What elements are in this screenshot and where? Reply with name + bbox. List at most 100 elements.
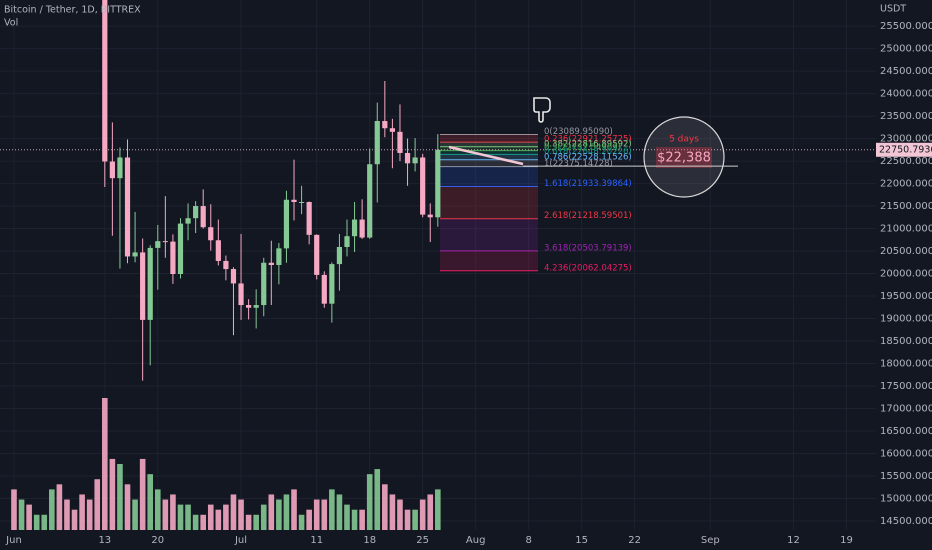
candle-body [404,152,411,164]
volume-bar [64,499,70,530]
candle-body [306,202,312,235]
candle-body [230,269,237,284]
candle-body [412,157,418,164]
last-price-badge [876,142,932,157]
volume-bar [404,509,411,530]
x-tick-label: 19 [840,535,853,546]
fib-label: 0.5(22732.54909) [544,143,621,153]
y-tick-label: 25000.00000 [880,44,932,55]
fib-zone [440,218,538,251]
y-tick-label: 19000.00000 [880,314,932,325]
candle-body [155,241,161,248]
x-tick-label: 18 [363,535,376,546]
candle-body [420,157,426,215]
y-tick-label: 16500.00000 [880,426,932,437]
volume-bar [56,484,63,530]
candle-body [132,252,138,257]
volume-bar [33,514,40,530]
volume-bar [321,499,328,530]
volume-bar [276,499,282,530]
fib-label: 0(23089.95090) [544,127,613,137]
volume-bar [230,494,237,530]
candle-body [336,247,343,265]
volume-bar [298,514,305,530]
volume-bar [412,509,418,530]
last-price-label: 22750.79363 [879,144,932,155]
x-tick-label: 12 [787,535,800,546]
y-tick-label: 20500.00000 [880,246,932,257]
x-tick-label: Jul [234,535,247,546]
candle-body [200,206,206,228]
fib-zone [440,186,538,219]
fib-zone [440,146,538,151]
volume-bar [215,509,222,530]
candle-body [382,121,388,129]
y-axis-label: USDT [880,4,906,15]
volume-bar [351,509,358,530]
volume-bar [260,504,267,530]
volume-bar [147,474,154,530]
fib-zone [440,159,538,167]
candle-body [351,219,358,237]
candle-body [344,236,350,248]
y-tick-label: 22500.00000 [880,156,932,167]
y-tick-label: 24500.00000 [880,66,932,77]
y-tick-label: 15000.00000 [880,494,932,505]
y-tick-label: 14500.00000 [880,516,932,527]
candle-body [367,164,373,238]
volume-bar [253,514,259,530]
pointing-hand-icon [533,97,551,123]
volume-bar [397,499,403,530]
candle-body [193,206,199,219]
fib-label: 0.236(22921.25725) [544,135,632,145]
prediction-value: $22,388 [657,151,711,166]
candle-body [321,274,327,304]
y-tick-label: 18000.00000 [880,359,932,370]
y-tick-label: 22000.00000 [880,179,932,190]
volume-bar [366,474,373,530]
candle-body [238,283,244,306]
volume-bar [185,504,191,530]
volume-bar [374,469,381,530]
axes: Bitcoin / Tether, 1D, BITTREX Vol USDT 1… [4,4,932,546]
prediction-circle [643,116,725,198]
volume-bar [313,499,320,530]
volume-bar [389,494,396,530]
candle-body [435,149,441,218]
volume-bar [124,484,131,530]
volume-pane [11,398,441,530]
y-tick-label: 19500.00000 [880,291,932,302]
candle-body [177,223,184,274]
candle-body [185,218,191,224]
x-tick-label: 15 [575,535,588,546]
volume-bar [283,494,290,530]
y-tick-label: 18500.00000 [880,336,932,347]
y-tick-label: 17000.00000 [880,404,932,415]
fib-label: 1(22375.14728) [544,159,613,169]
candle-body [374,121,380,165]
volume-bar [344,504,350,530]
volume-bar [94,479,101,530]
annotations: 5 days $22,388 0(23089.95090)0.236(22921… [448,97,738,273]
trend-arrow [448,145,524,166]
x-tick-label: 8 [525,535,531,546]
volume-bar [192,514,199,530]
volume-bar [132,499,138,530]
volume-bar [79,494,85,530]
volume-bar [268,494,275,530]
fib-zone [440,150,538,155]
volume-bar [109,458,116,530]
prediction-label: 5 days [669,135,699,145]
volume-bar [117,464,123,530]
fib-label: 4.236(20062.04275) [544,263,632,273]
candle-body [140,252,146,320]
candle-body [283,199,290,249]
volume-label: Vol [4,18,18,29]
volume-bar [427,494,434,530]
volume-bar [177,504,184,530]
volume-bar [154,489,161,530]
candle-body [170,241,176,274]
candle-body [268,262,274,265]
